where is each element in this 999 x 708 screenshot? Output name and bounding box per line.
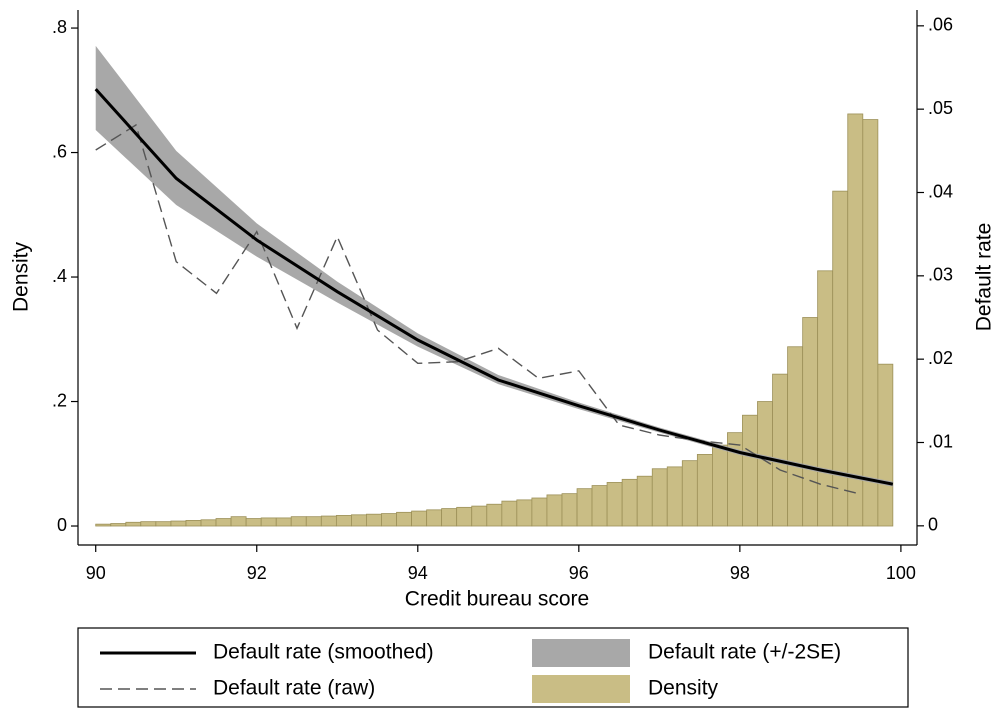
histogram-bar: [185, 520, 202, 527]
histogram-bar: [727, 432, 743, 527]
y-tick-label: .2: [52, 390, 67, 410]
histogram-bar: [366, 513, 382, 527]
histogram-bar: [260, 517, 277, 527]
histogram-bar: [305, 516, 322, 527]
x-tick-label: 94: [408, 563, 428, 583]
histogram-bar: [275, 517, 292, 527]
histogram-bar: [155, 521, 172, 527]
histogram-bar: [847, 113, 864, 527]
x-tick-label: 100: [886, 563, 916, 583]
histogram-bar: [320, 515, 337, 527]
histogram-bar: [381, 513, 397, 527]
raw-line: [95, 123, 861, 495]
histogram-bar: [411, 510, 428, 527]
histogram-bar: [606, 482, 623, 527]
y2-tick-label: .05: [928, 98, 953, 118]
legend-key: [532, 675, 630, 703]
histogram-bar: [335, 515, 352, 527]
histogram-bar: [591, 485, 608, 527]
histogram-bar: [862, 119, 879, 527]
y-axis-label: Density: [10, 241, 33, 312]
histogram-bar: [351, 514, 367, 527]
legend-box: [77, 627, 909, 708]
histogram-bar: [696, 454, 713, 527]
x-tick-label: 96: [569, 563, 589, 583]
histogram-bar: [396, 511, 412, 527]
histogram-bar: [290, 516, 307, 527]
histogram-bar: [772, 373, 789, 527]
legend-label: Default rate (raw): [213, 677, 375, 700]
histogram-bar: [681, 460, 698, 527]
x-tick-label: 98: [730, 563, 750, 583]
histogram-bar: [441, 508, 458, 527]
histogram-bar: [125, 521, 142, 527]
histogram-bar: [576, 488, 593, 527]
histogram-bar: [95, 523, 112, 527]
y2-tick-label: .01: [928, 431, 953, 451]
y-tick-label: .4: [52, 266, 67, 286]
histogram-bar: [742, 414, 758, 527]
histogram-bar: [110, 523, 127, 527]
x-tick-label: 92: [247, 563, 267, 583]
y-tick-label: 0: [57, 515, 67, 535]
y2-tick-label: .04: [928, 181, 953, 201]
histogram-bar: [787, 346, 804, 527]
histogram-bar: [621, 478, 638, 527]
y2-tick-label: .02: [928, 348, 953, 368]
histogram-bar: [712, 444, 728, 527]
histogram-bar: [501, 500, 518, 527]
histogram-bar: [561, 493, 578, 527]
legend-label: Default rate (smoothed): [213, 641, 434, 664]
histogram-bar: [817, 270, 834, 527]
histogram-bar: [877, 363, 894, 527]
legend-key: [532, 639, 630, 667]
histogram-bar: [486, 503, 503, 527]
histogram-bar: [666, 466, 683, 527]
y-tick-label: .6: [52, 141, 67, 161]
histogram-bar: [456, 506, 473, 527]
histogram-bar: [140, 521, 157, 527]
histogram-bar: [651, 468, 668, 527]
y-tick-label: .8: [52, 17, 67, 37]
histogram-bar: [546, 494, 563, 527]
x-tick-label: 90: [86, 563, 106, 583]
histogram-bar: [471, 505, 488, 527]
x-axis-label: Credit bureau score: [405, 588, 589, 611]
histogram-bar: [200, 519, 217, 527]
y2-tick-label: 0: [928, 515, 938, 535]
legend-label: Default rate (+/-2SE): [648, 641, 841, 664]
histogram-bar: [230, 516, 247, 527]
histogram-bar: [170, 520, 187, 527]
y2-tick-label: .03: [928, 265, 953, 285]
histogram-bar: [245, 518, 262, 527]
y2-tick-label: .06: [928, 15, 953, 35]
smoothed-line: [94, 88, 894, 486]
histogram-bar: [531, 497, 548, 527]
legend-label: Density: [648, 677, 719, 700]
y2-axis-label: Default rate: [973, 223, 996, 332]
histogram-bar: [802, 317, 819, 527]
histogram-bar: [426, 509, 443, 527]
histogram-bar: [516, 499, 533, 527]
histogram-bar: [636, 475, 653, 527]
histogram-bar: [215, 518, 232, 527]
